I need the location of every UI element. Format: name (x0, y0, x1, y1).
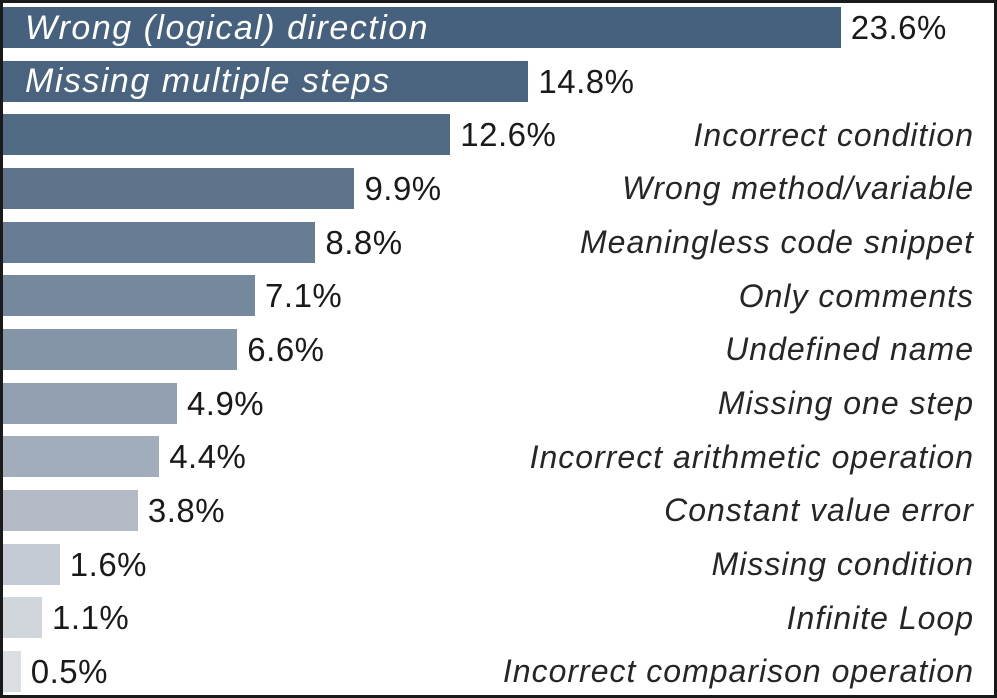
bar-row: 9.9% Wrong method/variable (3, 167, 994, 209)
bar-row: 0.5% Incorrect comparison operation (3, 650, 994, 692)
bar-category-label: Missing condition (711, 546, 974, 583)
bar-category-label: Missing multiple steps (25, 62, 391, 101)
bar (3, 436, 160, 478)
bar-category-label: Meaningless code snippet (579, 224, 974, 261)
bar-value-label: 12.6% (460, 116, 557, 154)
bar (3, 489, 138, 531)
bar: Wrong (logical) direction (3, 7, 841, 48)
bar-category-label: Undefined name (725, 331, 974, 368)
bar (3, 114, 451, 156)
bar-value-label: 0.5% (30, 652, 108, 690)
bar-row: 4.4% Incorrect arithmetic operation (3, 436, 994, 478)
bar: Missing multiple steps (3, 60, 529, 102)
bar-value-label: 7.1% (265, 277, 343, 315)
bar-row: 3.8% Constant value error (3, 489, 994, 531)
bar (3, 167, 355, 209)
bar (3, 221, 316, 263)
bar-category-label: Missing one step (717, 385, 974, 422)
bar-category-label: Constant value error (664, 492, 974, 529)
bar (3, 597, 43, 639)
bar (3, 275, 256, 317)
bar-row: 8.8% Meaningless code snippet (3, 221, 994, 263)
bar-value-label: 3.8% (147, 491, 226, 529)
bar-value-label: 4.9% (186, 384, 265, 422)
bar-row: 12.6% Incorrect condition (3, 114, 994, 156)
bar-category-label: Infinite Loop (786, 599, 974, 636)
bar-value-label: 14.8% (538, 62, 635, 100)
bar-value-label: 4.4% (169, 438, 247, 476)
bar-row: Wrong (logical) direction 23.6% (3, 7, 994, 48)
bar-category-label: Incorrect arithmetic operation (529, 438, 974, 475)
bar-row: Missing multiple steps 14.8% (3, 60, 994, 102)
bar-category-label: Wrong (logical) direction (25, 8, 430, 47)
bar-category-label: Incorrect comparison operation (502, 653, 974, 690)
bar-value-label: 9.9% (364, 169, 442, 207)
bar-value-label: 8.8% (325, 223, 403, 261)
bar-value-label: 1.6% (69, 545, 148, 583)
bar-row: 6.6% Undefined name (3, 328, 994, 370)
bar-category-label: Incorrect condition (693, 116, 974, 153)
bar (3, 650, 21, 692)
bar-category-label: Only comments (738, 277, 974, 314)
bar-row: 1.6% Missing condition (3, 543, 994, 585)
bar-value-label: 23.6% (850, 9, 947, 46)
bar-row: 4.9% Missing one step (3, 382, 994, 424)
bar-category-label: Wrong method/variable (622, 170, 974, 207)
bar (3, 543, 60, 585)
bar (3, 328, 238, 370)
bar-row: 1.1% Infinite Loop (3, 597, 994, 639)
bar-row: 7.1% Only comments (3, 275, 994, 317)
bar (3, 382, 177, 424)
bar-value-label: 6.6% (247, 330, 325, 368)
bar-value-label: 1.1% (52, 599, 130, 637)
